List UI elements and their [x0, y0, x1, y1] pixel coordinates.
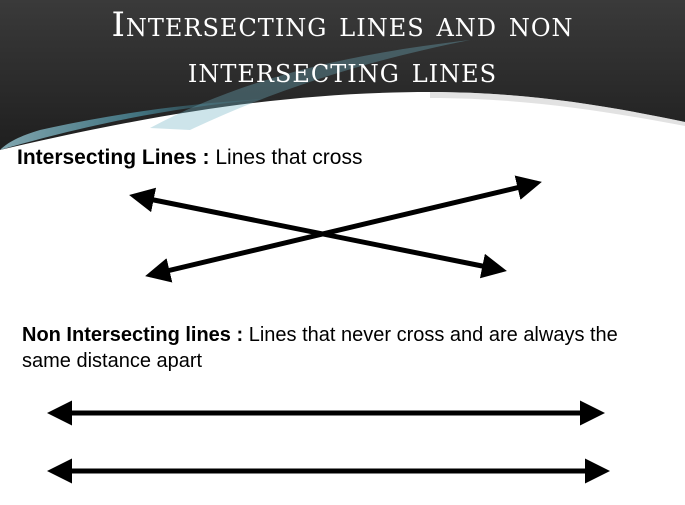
non-intersecting-caption: Non Intersecting lines : Lines that neve…: [22, 322, 662, 374]
intersecting-caption: Intersecting Lines : Lines that cross: [17, 145, 362, 171]
non-intersecting-definition: Lines that never cross and are always th…: [22, 324, 618, 372]
page-title: Intersecting lines and non intersecting …: [0, 0, 685, 94]
intersecting-line-b: [145, 175, 542, 283]
intersecting-term: Intersecting Lines :: [17, 146, 210, 169]
banner-background: [0, 0, 685, 150]
intersecting-definition: Lines that cross: [209, 146, 363, 169]
title-banner: Intersecting lines and non intersecting …: [0, 0, 685, 150]
title-line-1: Intersecting lines and non: [111, 5, 574, 45]
non-intersecting-term: Non Intersecting lines :: [22, 324, 244, 346]
title-line-2: intersecting lines: [187, 51, 498, 91]
